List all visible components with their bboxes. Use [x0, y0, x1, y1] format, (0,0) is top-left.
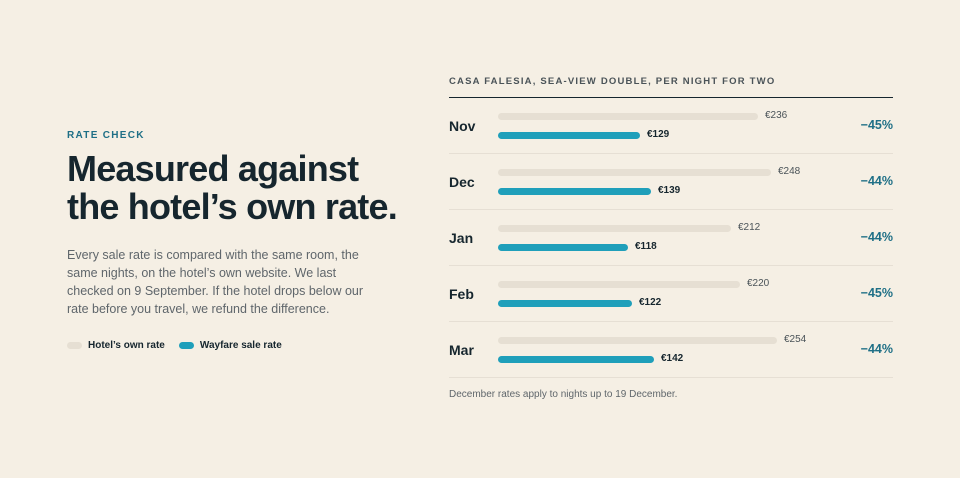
own-rate-value: €220 [747, 278, 770, 289]
legend-item-sale-rate: Wayfare sale rate [178, 340, 282, 351]
month-label: Nov [449, 118, 476, 134]
eyebrow-label: RATE CHECK [67, 130, 145, 141]
discount-value: −44% [860, 174, 893, 188]
sale-rate-bar [498, 300, 632, 307]
discount-value: −44% [860, 342, 893, 356]
discount-value: −45% [860, 118, 893, 132]
month-label: Jan [449, 230, 474, 246]
chart-row: Nov €236 €129 −45% [449, 98, 893, 154]
sale-rate-bar [498, 244, 628, 251]
chart-row: Dec €248 €139 −44% [449, 154, 893, 210]
month-label: Mar [449, 342, 474, 358]
own-rate-bar [498, 169, 771, 176]
own-rate-value: €236 [765, 110, 788, 121]
own-rate-value: €254 [784, 334, 807, 345]
chart-row: Mar €254 €142 −44% [449, 322, 893, 378]
own-rate-bar [498, 113, 758, 120]
chart-panel: CASA FALESIA, SEA-VIEW DOUBLE, PER NIGHT… [449, 74, 893, 400]
intro-body: Every sale rate is compared with the sam… [67, 248, 364, 316]
sale-rate-value: €118 [635, 241, 657, 252]
own-rate-value: €212 [738, 222, 761, 233]
own-rate-bar [498, 337, 777, 344]
chart-footnote: December rates apply to nights up to 19 … [449, 389, 678, 400]
headline: Measured against the hotel’s own rate. [67, 148, 398, 227]
sale-rate-value: €139 [658, 185, 681, 196]
chart-rows: Nov €236 €129 −45% Dec €248 €139 −44% Jan €212 €11… [449, 98, 893, 378]
own-rate-bar [498, 225, 731, 232]
sale-rate-value: €129 [647, 129, 670, 140]
sale-rate-bar [498, 188, 651, 195]
chart-top-rule [449, 97, 893, 98]
own-rate-bar [498, 281, 740, 288]
legend-item-own-rate: Hotel’s own rate [67, 340, 165, 351]
chart-row: Feb €220 €122 −45% [449, 266, 893, 322]
sale-rate-bar [498, 356, 654, 363]
legend-label-sale-rate: Wayfare sale rate [199, 340, 282, 351]
discount-value: −44% [860, 230, 893, 244]
legend: Hotel’s own rate Wayfare sale rate [67, 340, 407, 351]
legend-label-own-rate: Hotel’s own rate [88, 340, 165, 351]
legend-swatch-sale-rate [178, 342, 194, 349]
sale-rate-value: €142 [661, 353, 684, 364]
month-label: Feb [449, 286, 474, 302]
chart-title: CASA FALESIA, SEA-VIEW DOUBLE, PER NIGHT… [449, 76, 776, 87]
month-label: Dec [449, 174, 475, 190]
intro-panel: RATE CHECK Measured against the hotel’s … [67, 130, 407, 351]
discount-value: −45% [860, 286, 893, 300]
sale-rate-bar [498, 132, 640, 139]
sale-rate-value: €122 [639, 297, 662, 308]
legend-swatch-own-rate [67, 342, 82, 349]
own-rate-value: €248 [778, 166, 801, 177]
chart-row: Jan €212 €118 −44% [449, 210, 893, 266]
